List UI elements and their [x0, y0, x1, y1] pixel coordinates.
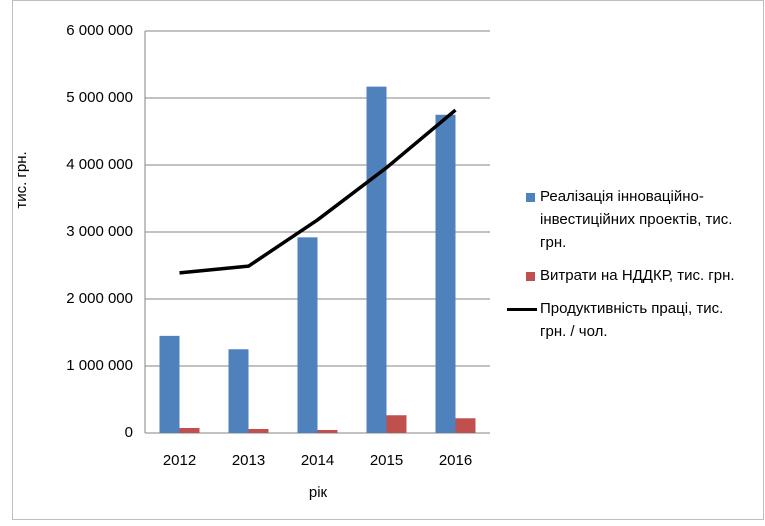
x-tick-label: 2015	[370, 452, 403, 469]
bar	[455, 418, 476, 433]
bar	[386, 415, 407, 433]
x-axis-title: рік	[309, 484, 328, 501]
legend-item: Реалізація інноваційно-інвестиційних про…	[522, 185, 752, 254]
bar	[317, 429, 338, 433]
frame	[12, 0, 764, 520]
bar	[435, 114, 456, 433]
bar	[297, 237, 318, 433]
x-tick-label: 2016	[439, 452, 472, 469]
legend-label: Витрати на НДДКР, тис. грн.	[540, 267, 735, 284]
legend-item: Витрати на НДДКР, тис. грн.	[522, 264, 752, 287]
legend-label: Продуктивність праці, тис. грн. / чол.	[540, 300, 724, 340]
y-tick-label: 5 000 000	[66, 89, 133, 106]
bar	[159, 335, 180, 433]
x-tick-label: 2013	[232, 452, 265, 469]
legend-label: Реалізація інноваційно-інвестиційних про…	[540, 188, 733, 251]
bar	[179, 427, 200, 433]
legend-swatch	[526, 193, 535, 202]
legend: Реалізація інноваційно-інвестиційних про…	[507, 185, 752, 353]
x-tick-label: 2014	[301, 452, 334, 469]
x-tick-label: 2012	[163, 452, 196, 469]
line-series	[179, 108, 457, 275]
y-tick-label: 3 000 000	[66, 223, 133, 240]
legend-item: Продуктивність праці, тис. грн. / чол.	[507, 297, 752, 343]
bar	[248, 428, 269, 433]
y-tick-label: 6 000 000	[66, 22, 133, 39]
y-tick-label: 0	[125, 424, 133, 441]
y-axis-title: тис. грн.	[13, 151, 30, 208]
legend-swatch	[507, 308, 537, 311]
legend-swatch	[526, 272, 535, 281]
y-tick-label: 2 000 000	[66, 290, 133, 307]
bar	[366, 86, 387, 434]
y-tick-label: 4 000 000	[66, 156, 133, 173]
bar	[228, 349, 249, 433]
y-tick-label: 1 000 000	[66, 357, 133, 374]
